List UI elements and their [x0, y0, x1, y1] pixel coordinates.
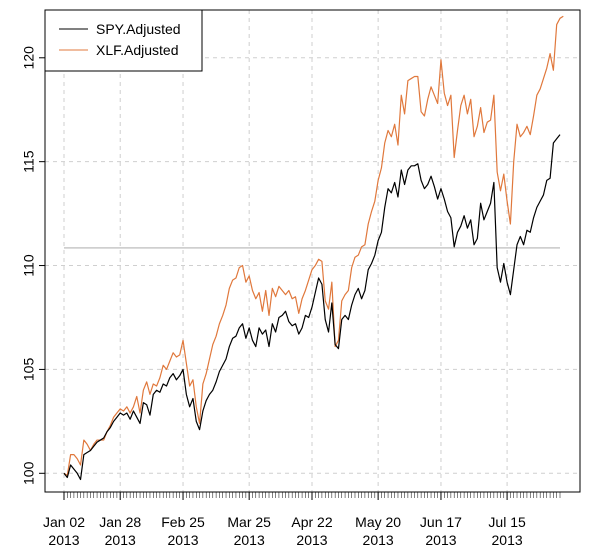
- x-tick-label: Apr 22: [291, 514, 332, 530]
- x-tick-label: Jan 02: [43, 514, 85, 530]
- y-tick-label: 105: [21, 358, 37, 382]
- x-tick-year: 2013: [363, 532, 394, 548]
- series-line-spy-adjusted: [63, 134, 561, 481]
- x-tick-year: 2013: [425, 532, 456, 548]
- x-tick-year: 2013: [105, 532, 136, 548]
- y-tick-label: 100: [21, 461, 37, 485]
- x-tick-year: 2013: [48, 532, 79, 548]
- legend-box: [44, 9, 203, 72]
- x-tick-label: Jul 15: [488, 514, 526, 530]
- x-tick-year: 2013: [296, 532, 327, 548]
- y-tick-label: 120: [21, 46, 37, 70]
- y-tick-label: 110: [21, 254, 37, 277]
- x-axis: Jan 02 2013 Jan 28 2013 Feb 25 2013 Mar 25 2013…: [43, 492, 561, 548]
- series-line-xlf-adjusted: [63, 15, 564, 476]
- series-lines: [63, 15, 564, 481]
- x-tick-label: Feb 25: [161, 514, 205, 530]
- x-tick-year: 2013: [167, 532, 198, 548]
- x-tick-label: Jan 28: [99, 514, 141, 530]
- grid-lines: [45, 10, 580, 492]
- x-tick-label: Jun 17: [420, 514, 462, 530]
- legend: SPY.Adjusted XLF.Adjusted: [44, 9, 203, 72]
- x-tick-label: May 20: [355, 514, 401, 530]
- x-tick-label: Mar 25: [227, 514, 271, 530]
- legend-label-spy: SPY.Adjusted: [96, 21, 181, 37]
- legend-label-xlf: XLF.Adjusted: [96, 42, 179, 58]
- y-tick-label: 115: [21, 150, 37, 173]
- y-axis: 100 105 110 115 120: [21, 46, 45, 485]
- x-tick-year: 2013: [234, 532, 265, 548]
- x-tick-year: 2013: [492, 532, 523, 548]
